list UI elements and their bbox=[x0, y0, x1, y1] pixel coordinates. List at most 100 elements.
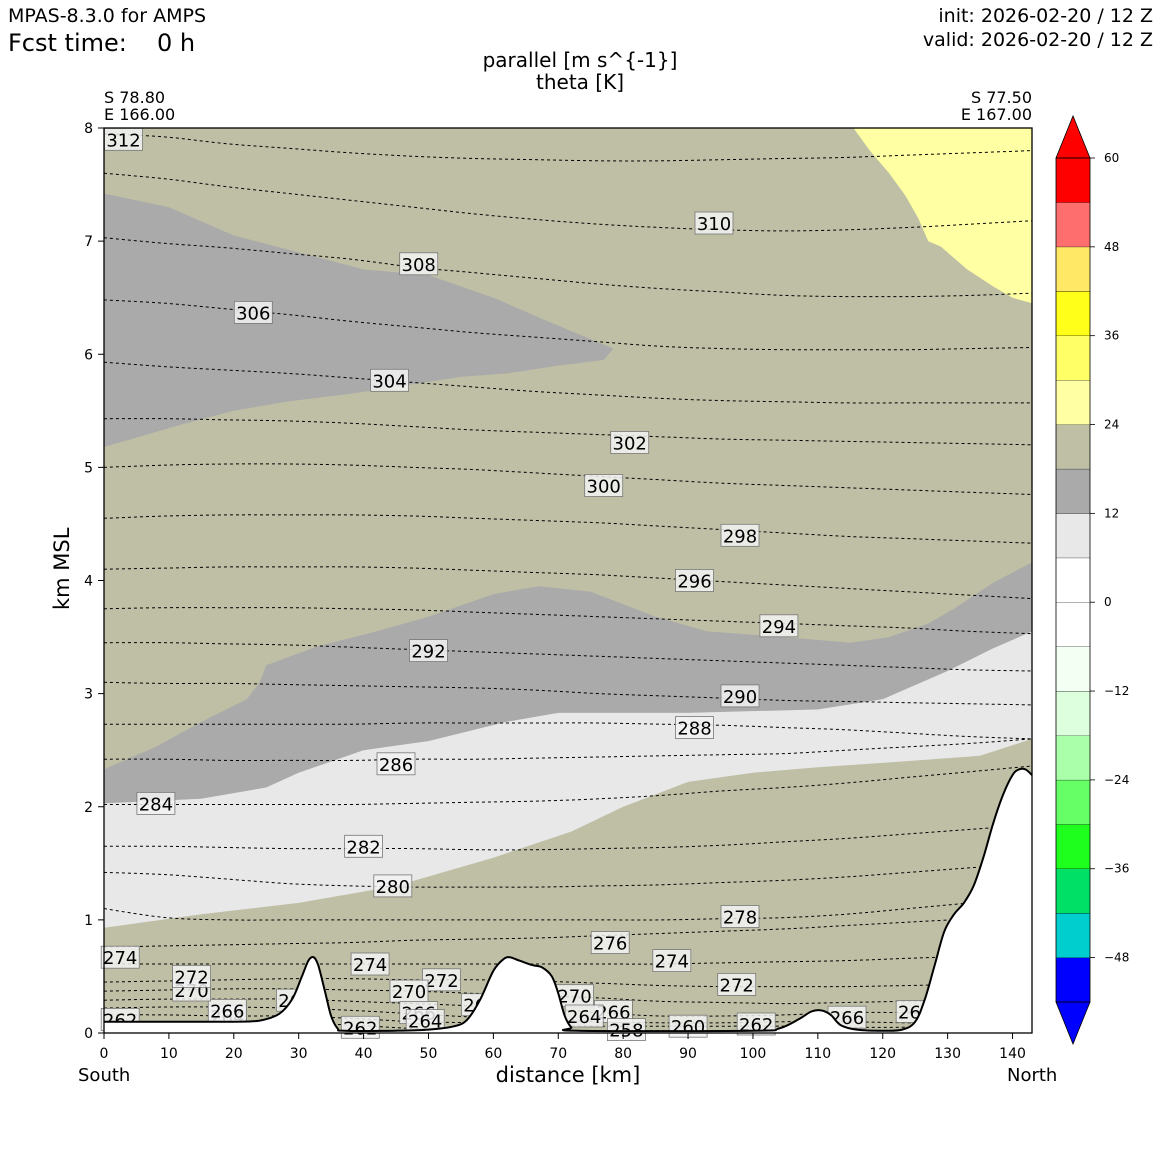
theta-contour-310 bbox=[104, 172, 1032, 232]
theta-label-310: 310 bbox=[694, 211, 734, 235]
theta-contour-272 bbox=[104, 978, 1032, 988]
theta-label-304: 304 bbox=[370, 368, 409, 392]
north-end-label: North bbox=[1007, 1065, 1058, 1086]
colorbar-segment bbox=[1056, 557, 1090, 603]
theta-label-text: 262 bbox=[343, 1018, 377, 1039]
theta-contour-278 bbox=[104, 896, 1032, 921]
colorbar-segment bbox=[1056, 291, 1090, 336]
theta-label-274: 274 bbox=[652, 949, 692, 973]
south-end-label: South bbox=[78, 1065, 131, 1086]
colorbar-segment bbox=[1056, 646, 1090, 691]
theta-label-text: 298 bbox=[723, 526, 757, 547]
y-tick-label: 7 bbox=[84, 234, 93, 250]
fcst-time-label: Fcst time: bbox=[8, 29, 127, 57]
colorbar-tick-label: 0 bbox=[1104, 595, 1112, 609]
chart-title-line1: parallel [m s^{-1}] bbox=[482, 48, 678, 72]
theta-label-278: 278 bbox=[720, 905, 760, 929]
theta-label-302: 302 bbox=[610, 431, 650, 455]
theta-contour-labels: 2622642662682702722742762782802822842862… bbox=[100, 127, 935, 1042]
theta-contour-284 bbox=[104, 765, 1032, 806]
theta-label-text: 264 bbox=[408, 1012, 442, 1033]
theta-contour-306 bbox=[104, 299, 1032, 351]
theta-contour-312 bbox=[104, 133, 1032, 162]
x-tick-label: 30 bbox=[290, 1046, 308, 1062]
wind-fill-layer bbox=[104, 128, 1032, 1033]
colorbar-tick-label: 48 bbox=[1104, 240, 1119, 254]
y-tick-label: 8 bbox=[84, 121, 93, 137]
fcst-time-value: 0 h bbox=[157, 29, 196, 57]
theta-label-286: 286 bbox=[376, 752, 416, 776]
theta-label-text: 312 bbox=[106, 130, 140, 151]
theta-contour-290 bbox=[104, 681, 1032, 706]
theta-label-text: 304 bbox=[372, 371, 406, 392]
y-axis-label: km MSL bbox=[50, 527, 74, 610]
y-tick-label: 3 bbox=[84, 687, 93, 703]
theta-label-298: 298 bbox=[720, 523, 760, 547]
theta-label-text: 272 bbox=[720, 975, 754, 996]
theta-label-text: 274 bbox=[353, 955, 387, 976]
theta-label-280: 280 bbox=[373, 874, 413, 898]
start-lat-label: S 78.80 bbox=[104, 88, 166, 107]
theta-label-text: 274 bbox=[655, 952, 689, 973]
valid-time: valid: 2026-02-20 / 12 Z bbox=[922, 29, 1153, 51]
theta-label-270: 270 bbox=[389, 979, 429, 1003]
theta-label-text: 300 bbox=[587, 477, 621, 498]
theta-label-266: 266 bbox=[207, 999, 247, 1022]
theta-contour-274 bbox=[104, 953, 1032, 965]
theta-label-282: 282 bbox=[344, 834, 384, 858]
theta-label-text: 306 bbox=[236, 303, 270, 324]
colorbar: 60 48 36 24 12 0 −12 −24 −36 −48 bbox=[1055, 114, 1129, 1046]
wind-fill-12-18-2 bbox=[104, 193, 614, 447]
colorbar-segment bbox=[1056, 202, 1090, 247]
colorbar-tick-label: −48 bbox=[1104, 951, 1129, 965]
colorbar-tick-label: −24 bbox=[1104, 773, 1129, 787]
theta-contour-300 bbox=[104, 463, 1032, 495]
wind-fill-6-12-4 bbox=[104, 631, 1032, 928]
theta-label-290: 290 bbox=[720, 684, 760, 708]
colorbar-segment bbox=[1056, 380, 1090, 425]
terrain-fill bbox=[104, 768, 1032, 1033]
wind-fill-24-30-1 bbox=[846, 128, 1032, 304]
colorbar-segment bbox=[1056, 158, 1090, 203]
wind-fill-12-18-3 bbox=[104, 562, 1032, 804]
theta-label-text: 284 bbox=[139, 794, 173, 815]
x-tick-label: 120 bbox=[869, 1046, 896, 1062]
theta-contour-292 bbox=[104, 642, 1032, 672]
theta-label-text: 286 bbox=[379, 755, 413, 776]
init-time: init: 2026-02-20 / 12 Z bbox=[938, 5, 1153, 27]
theta-contour-308 bbox=[104, 237, 1032, 298]
theta-label-284: 284 bbox=[136, 792, 176, 815]
theta-label-text: 288 bbox=[677, 719, 711, 740]
theta-label-308: 308 bbox=[399, 252, 439, 276]
colorbar-segment bbox=[1056, 468, 1090, 514]
theta-label-276: 276 bbox=[590, 931, 630, 955]
model-title: MPAS-8.3.0 for AMPS bbox=[8, 5, 207, 27]
colorbar-frame bbox=[1055, 157, 1091, 1003]
colorbar-tick-label: 24 bbox=[1104, 418, 1119, 432]
colorbar-segment bbox=[1056, 335, 1090, 381]
colorbar-segment bbox=[1056, 424, 1090, 469]
theta-contour-298 bbox=[104, 514, 1032, 544]
colorbar-segment bbox=[1056, 779, 1090, 825]
theta-contour-304 bbox=[104, 361, 1032, 404]
theta-label-text: 278 bbox=[723, 908, 757, 929]
theta-contour-288 bbox=[104, 722, 1032, 740]
x-tick-label: 40 bbox=[355, 1046, 373, 1062]
theta-label-text: 266 bbox=[210, 1001, 244, 1022]
theta-label-272: 272 bbox=[172, 965, 212, 988]
theta-label-294: 294 bbox=[759, 614, 799, 638]
colorbar-tick-label: −12 bbox=[1104, 684, 1129, 698]
theta-contour-296 bbox=[104, 566, 1032, 600]
x-tick-label: 50 bbox=[420, 1046, 438, 1062]
end-lon-label: E 167.00 bbox=[960, 105, 1032, 124]
theta-label-text: 302 bbox=[613, 434, 647, 455]
theta-contour-302 bbox=[104, 418, 1032, 446]
x-tick-label: 130 bbox=[934, 1046, 961, 1062]
theta-label-text: 290 bbox=[723, 687, 757, 708]
theta-label-text: 270 bbox=[392, 982, 426, 1003]
y-tick-label: 2 bbox=[84, 800, 93, 816]
colorbar-segment bbox=[1056, 513, 1090, 558]
y-tick-label: 5 bbox=[84, 460, 93, 476]
colorbar-segment bbox=[1056, 913, 1090, 958]
